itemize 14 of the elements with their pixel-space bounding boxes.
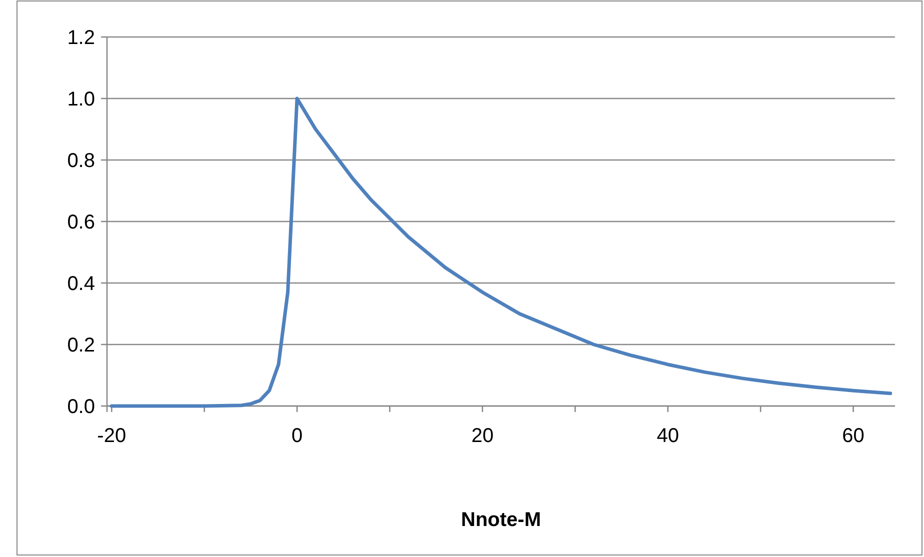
x-tick-label: -20 bbox=[97, 425, 126, 447]
x-tick-label: 40 bbox=[656, 425, 679, 447]
y-tick-label: 0.4 bbox=[67, 273, 95, 295]
y-tick-label: 1.0 bbox=[67, 88, 95, 110]
x-tick-label: 20 bbox=[471, 425, 494, 447]
y-tick-label: 1.2 bbox=[67, 27, 95, 49]
x-tick-label: 60 bbox=[842, 425, 864, 447]
y-tick-label: 0.0 bbox=[67, 396, 95, 418]
x-tick-label: 0 bbox=[291, 425, 303, 447]
y-tick-label: 0.6 bbox=[67, 212, 95, 234]
line-series bbox=[110, 96, 892, 408]
y-tick-label: 0.2 bbox=[67, 334, 95, 356]
x-axis-title: Nnote-M bbox=[461, 509, 541, 531]
y-tick-label: 0.8 bbox=[67, 150, 95, 172]
